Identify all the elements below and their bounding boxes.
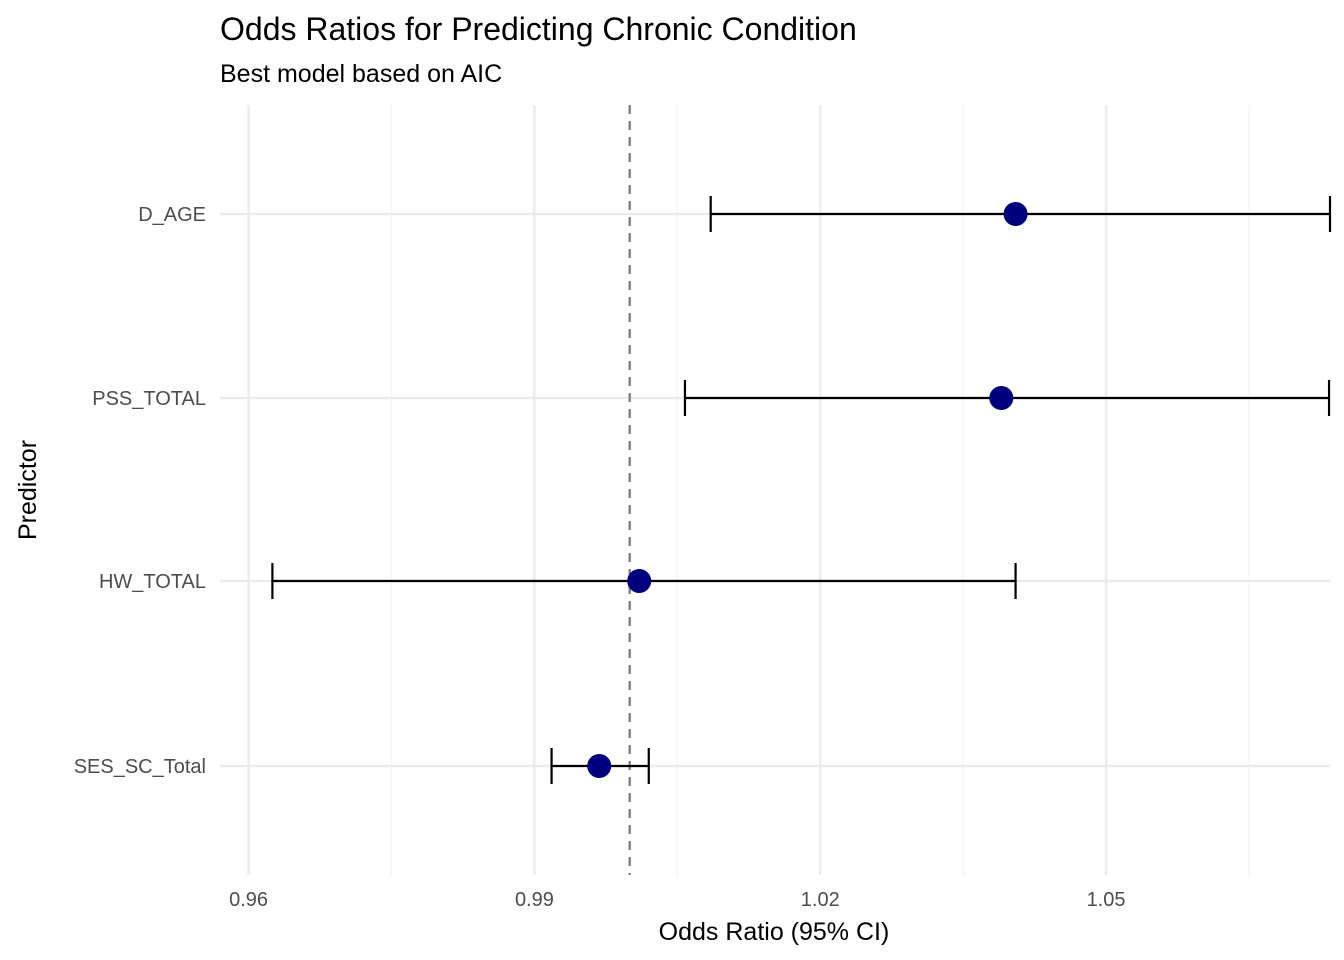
major-gridlines [220,105,1330,875]
minor-gridlines [390,105,1250,875]
data-marks [271,196,1332,784]
point-D_AGE [1003,202,1028,226]
x-axis-title: Odds Ratio (95% CI) [659,918,890,946]
y-tick-label: D_AGE [138,204,206,226]
y-axis-ticks: D_AGE PSS_TOTAL HW_TOTAL SES_SC_Total [74,204,206,778]
y-tick-label: SES_SC_Total [74,756,206,778]
chart-title: Odds Ratios for Predicting Chronic Condi… [220,11,857,47]
point-PSS_TOTAL [989,386,1014,410]
x-tick-label: 0.99 [515,889,554,911]
x-tick-label: 0.96 [229,889,268,911]
y-tick-label: HW_TOTAL [99,571,206,593]
x-tick-label: 1.05 [1087,889,1126,911]
point-SES_SC_Total [587,754,612,778]
y-tick-label: PSS_TOTAL [92,388,206,410]
y-axis-title: Predictor [14,440,42,540]
x-tick-label: 1.02 [801,889,840,911]
chart-subtitle: Best model based on AIC [220,60,502,88]
point-HW_TOTAL [627,569,652,593]
x-axis-ticks: 0.96 0.99 1.02 1.05 [229,889,1125,911]
